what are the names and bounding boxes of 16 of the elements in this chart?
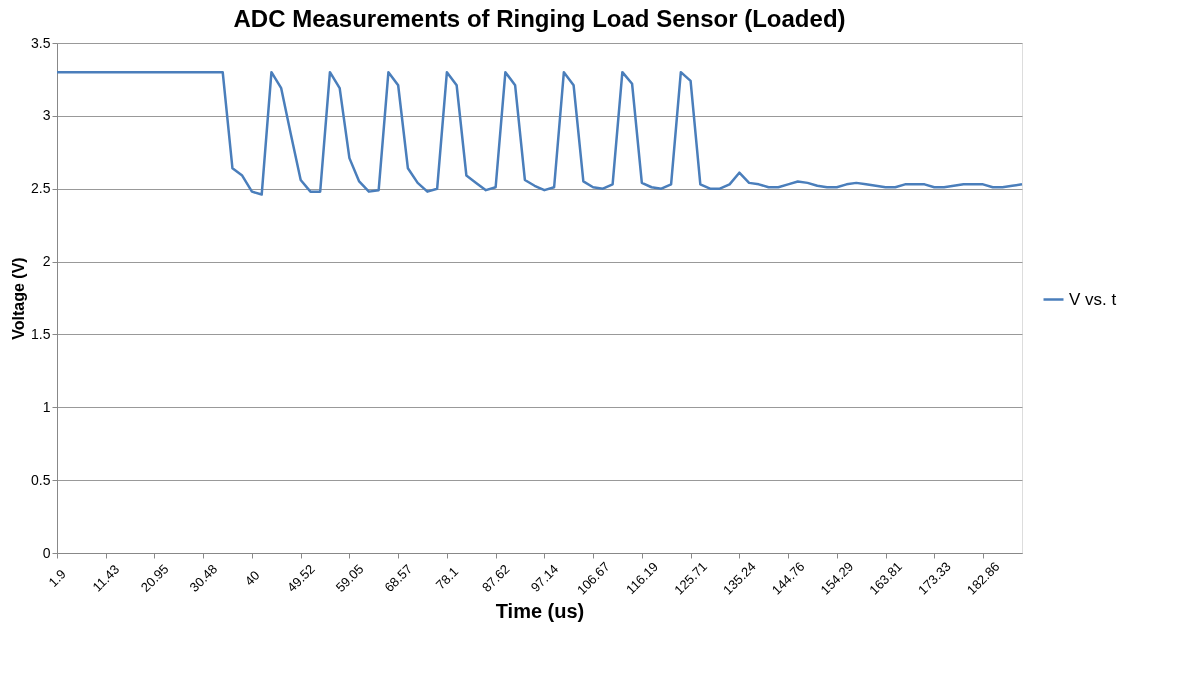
y-tick-label: 0.5 bbox=[31, 471, 51, 488]
x-tick-label: 1.9 bbox=[45, 566, 69, 590]
y-tick-label: 3.5 bbox=[31, 34, 51, 51]
line-series bbox=[55, 70, 1024, 196]
x-tick-label: 40 bbox=[241, 567, 263, 589]
chart-title: ADC Measurements of Ringing Load Sensor (Loaded) bbox=[233, 5, 846, 32]
y-tick-label: 3 bbox=[42, 107, 51, 124]
y-axis-title: Voltage (V) bbox=[10, 257, 28, 340]
x-tick-label: 78.1 bbox=[432, 563, 462, 593]
y-tick-label: 2.5 bbox=[31, 180, 51, 197]
y-tick-label: 1 bbox=[42, 398, 51, 415]
y-tick-label: 0 bbox=[42, 544, 51, 561]
legend-label: V vs. t bbox=[1069, 289, 1117, 309]
y-tick-label: 1.5 bbox=[31, 325, 51, 342]
y-tick-label: 2 bbox=[42, 253, 51, 270]
x-axis-title: Time (us) bbox=[495, 599, 585, 622]
